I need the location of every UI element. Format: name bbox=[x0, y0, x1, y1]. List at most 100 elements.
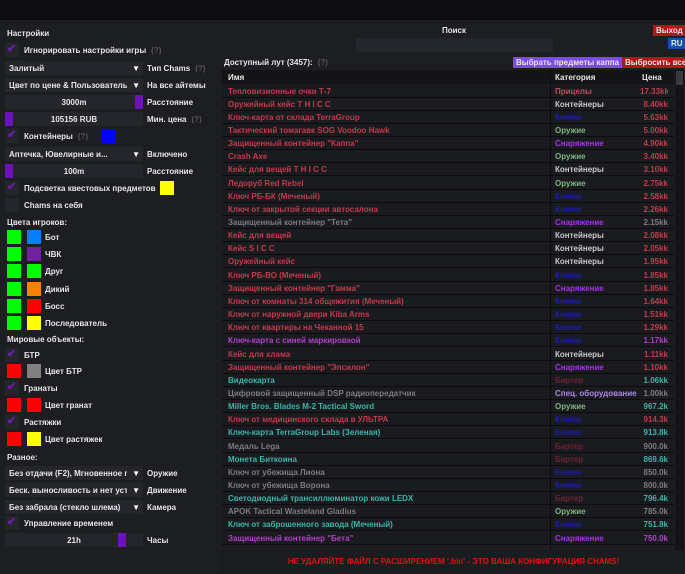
btr-checkbox[interactable] bbox=[5, 348, 19, 362]
quest-color-swatch[interactable] bbox=[160, 181, 174, 195]
table-row[interactable]: Тактический томагавк SOG Voodoo Hawk Ору… bbox=[222, 123, 674, 137]
scrollbar-thumb[interactable] bbox=[676, 71, 683, 85]
table-row[interactable]: Ключ от комнаты 314 общежития (Меченый) … bbox=[222, 294, 674, 308]
containers-checkbox[interactable] bbox=[5, 129, 19, 143]
player-color-swatch-1[interactable] bbox=[7, 230, 21, 244]
item-name: Защищенный контейнер "Гамма" bbox=[228, 283, 360, 293]
time-control-checkbox[interactable] bbox=[5, 516, 19, 530]
table-row[interactable]: Ключ-карта от склада TerraGroup Ключи 5.… bbox=[222, 110, 674, 124]
btr-color-swatch-1[interactable] bbox=[7, 364, 21, 378]
table-row[interactable]: Цифровой защищенный DSP радиопередатчик … bbox=[222, 386, 674, 400]
drop-all-button[interactable]: Выбросить все bbox=[622, 57, 685, 68]
player-color-swatch-1[interactable] bbox=[7, 316, 21, 330]
table-row[interactable]: APOK Tactical Wasteland Gladius Оружие 7… bbox=[222, 505, 674, 519]
search-input[interactable] bbox=[356, 38, 553, 52]
item-price: 1.85kk bbox=[643, 270, 668, 280]
scrollbar[interactable] bbox=[675, 70, 684, 550]
movement-dropdown[interactable]: Беск. выносливость и нет уста ▼ bbox=[5, 483, 143, 497]
table-row[interactable]: Кейс S I C C Контейнеры 2.05kk bbox=[222, 242, 674, 256]
player-type-label: Дикий bbox=[45, 284, 70, 294]
table-row[interactable]: Miller Bros. Blades M-2 Tactical Sword О… bbox=[222, 400, 674, 414]
table-row[interactable]: Защищенный контейнер "Эпсилон" Снаряжени… bbox=[222, 360, 674, 374]
player-color-swatch-2[interactable] bbox=[27, 247, 41, 262]
table-row[interactable]: Ключ РБ-БК (Меченый) Ключи 2.58kk bbox=[222, 189, 674, 203]
weapon-label: Оружие bbox=[147, 469, 178, 478]
ignore-game-checkbox[interactable] bbox=[5, 43, 19, 57]
loot-title: Доступный лут (3457): bbox=[224, 58, 313, 67]
btr-color-swatch-2[interactable] bbox=[27, 364, 41, 378]
language-button[interactable]: RU bbox=[668, 38, 685, 49]
column-category[interactable]: Категория bbox=[555, 73, 596, 82]
table-row[interactable]: Медаль Lega Бартер 900.0k bbox=[222, 439, 674, 453]
grenade-color-swatch-1[interactable] bbox=[7, 398, 21, 412]
table-row[interactable]: Защищенный контейнер "Гамма" Снаряжение … bbox=[222, 281, 674, 295]
player-color-swatch-2[interactable] bbox=[27, 316, 41, 330]
table-row[interactable]: Оружейный кейс Контейнеры 1.95kk bbox=[222, 255, 674, 269]
table-row[interactable]: Защищенный контейнер "Бета" Снаряжение 7… bbox=[222, 531, 674, 545]
table-row[interactable]: Кейс для вещей Контейнеры 2.08kk bbox=[222, 229, 674, 243]
help-icon[interactable]: (?) bbox=[151, 46, 162, 55]
table-row[interactable]: Ключ РБ-ВО (Меченый) Ключи 1.85kk bbox=[222, 268, 674, 282]
camera-dropdown[interactable]: Без забрала (стекло шлема) ▼ bbox=[5, 500, 143, 514]
slider-handle[interactable] bbox=[118, 533, 126, 547]
player-color-swatch-1[interactable] bbox=[7, 298, 21, 313]
table-row[interactable]: Ключ от убежища Ворона Ключи 800.0k bbox=[222, 479, 674, 492]
table-row[interactable]: Ключ от наружной двери Kiba Arms Ключи 1… bbox=[222, 308, 674, 322]
distance-slider[interactable]: 3000m bbox=[5, 95, 143, 109]
quest-highlight-checkbox[interactable] bbox=[5, 181, 19, 195]
tripwire-color-swatch-2[interactable] bbox=[27, 432, 41, 446]
table-row[interactable]: Видеокарта Бартер 1.06kk bbox=[222, 373, 674, 387]
table-row[interactable]: Crash Axe Оружие 3.40kk bbox=[222, 150, 674, 164]
help-icon[interactable]: (?) bbox=[191, 115, 202, 124]
help-icon[interactable]: (?) bbox=[195, 64, 206, 73]
table-row[interactable]: Ключ от убежища Лиона Ключи 850.0k bbox=[222, 465, 674, 479]
slider-handle[interactable] bbox=[135, 95, 143, 109]
item-price: 2.58kk bbox=[643, 191, 668, 201]
help-icon[interactable]: (?) bbox=[317, 58, 328, 67]
table-row[interactable]: Защищенный контейнер "Каппа" Снаряжение … bbox=[222, 137, 674, 151]
player-color-swatch-1[interactable] bbox=[7, 281, 21, 296]
table-row[interactable]: Ледоруб Red Rebel Оружие 2.75kk bbox=[222, 176, 674, 190]
table-row[interactable]: Ключ от заброшенного завода (Меченый) Кл… bbox=[222, 518, 674, 532]
tripwire-color-swatch-1[interactable] bbox=[7, 432, 21, 446]
hours-slider[interactable]: 21h bbox=[5, 533, 143, 547]
table-row[interactable]: Кейс для вещей T H I C C Контейнеры 3.10… bbox=[222, 163, 674, 177]
table-row[interactable]: Ключ от медицинского склада в УЛЬТРА Клю… bbox=[222, 413, 674, 427]
tripwires-checkbox[interactable] bbox=[5, 415, 19, 429]
exit-button[interactable]: Выход bbox=[653, 25, 685, 36]
color-mode-dropdown[interactable]: Цвет по цене & Пользователь ▼ bbox=[5, 78, 143, 92]
help-icon[interactable]: (?) bbox=[77, 132, 89, 141]
item-name: Miller Bros. Blades M-2 Tactical Sword bbox=[228, 402, 375, 412]
table-row[interactable]: Тепловизионные очки Т-7 Прицелы 17.33kk bbox=[222, 84, 674, 98]
player-color-swatch-2[interactable] bbox=[27, 230, 41, 244]
table-row[interactable]: Светодиодный трансиллюминатор кожи LEDX … bbox=[222, 492, 674, 506]
slider-handle[interactable] bbox=[5, 164, 13, 178]
table-row[interactable]: Ключ-карта с синей маркировкой Ключи 1.1… bbox=[222, 334, 674, 348]
table-row[interactable]: Ключ-карта TerraGroup Labs (Зеленая) Клю… bbox=[222, 426, 674, 440]
movement-label: Движение bbox=[147, 486, 187, 495]
table-row[interactable]: Защищенный контейнер "Тета" Снаряжение 2… bbox=[222, 216, 674, 229]
table-row[interactable]: Монета Биткоина Бартер 869.6k bbox=[222, 452, 674, 466]
player-color-swatch-2[interactable] bbox=[27, 298, 41, 313]
player-color-swatch-2[interactable] bbox=[27, 281, 41, 296]
containers-color-swatch[interactable] bbox=[102, 129, 116, 143]
slider-handle[interactable] bbox=[5, 112, 13, 126]
table-row[interactable]: Ключ от квартиры на Чеканной 15 Ключи 1.… bbox=[222, 321, 674, 335]
player-color-swatch-1[interactable] bbox=[7, 247, 21, 262]
player-color-swatch-1[interactable] bbox=[7, 264, 21, 279]
grenades-checkbox[interactable] bbox=[5, 381, 19, 395]
select-kappa-button[interactable]: Выбрать предметы каппа bbox=[513, 57, 622, 68]
table-row[interactable]: Ключ от закрытой секции автосалона Ключи… bbox=[222, 202, 674, 216]
chams-type-dropdown[interactable]: Залитый ▼ bbox=[5, 61, 143, 75]
weapon-dropdown[interactable]: Без отдачи (F2), Мгновенное п ▼ bbox=[5, 466, 143, 480]
min-price-slider[interactable]: 105156 RUB bbox=[5, 112, 143, 126]
container-types-dropdown[interactable]: Аптечка, Ювелирные и... ▼ bbox=[5, 147, 143, 161]
container-distance-slider[interactable]: 100m bbox=[5, 164, 143, 178]
table-row[interactable]: Кейс для хлама Контейнеры 1.11kk bbox=[222, 347, 674, 361]
column-price[interactable]: Цена bbox=[642, 73, 662, 82]
grenade-color-swatch-2[interactable] bbox=[27, 398, 41, 412]
column-name[interactable]: Имя bbox=[228, 73, 245, 82]
chams-self-checkbox[interactable] bbox=[5, 198, 19, 212]
table-row[interactable]: Оружейный кейс T H I C C Контейнеры 8.40… bbox=[222, 97, 674, 111]
player-color-swatch-2[interactable] bbox=[27, 264, 41, 279]
